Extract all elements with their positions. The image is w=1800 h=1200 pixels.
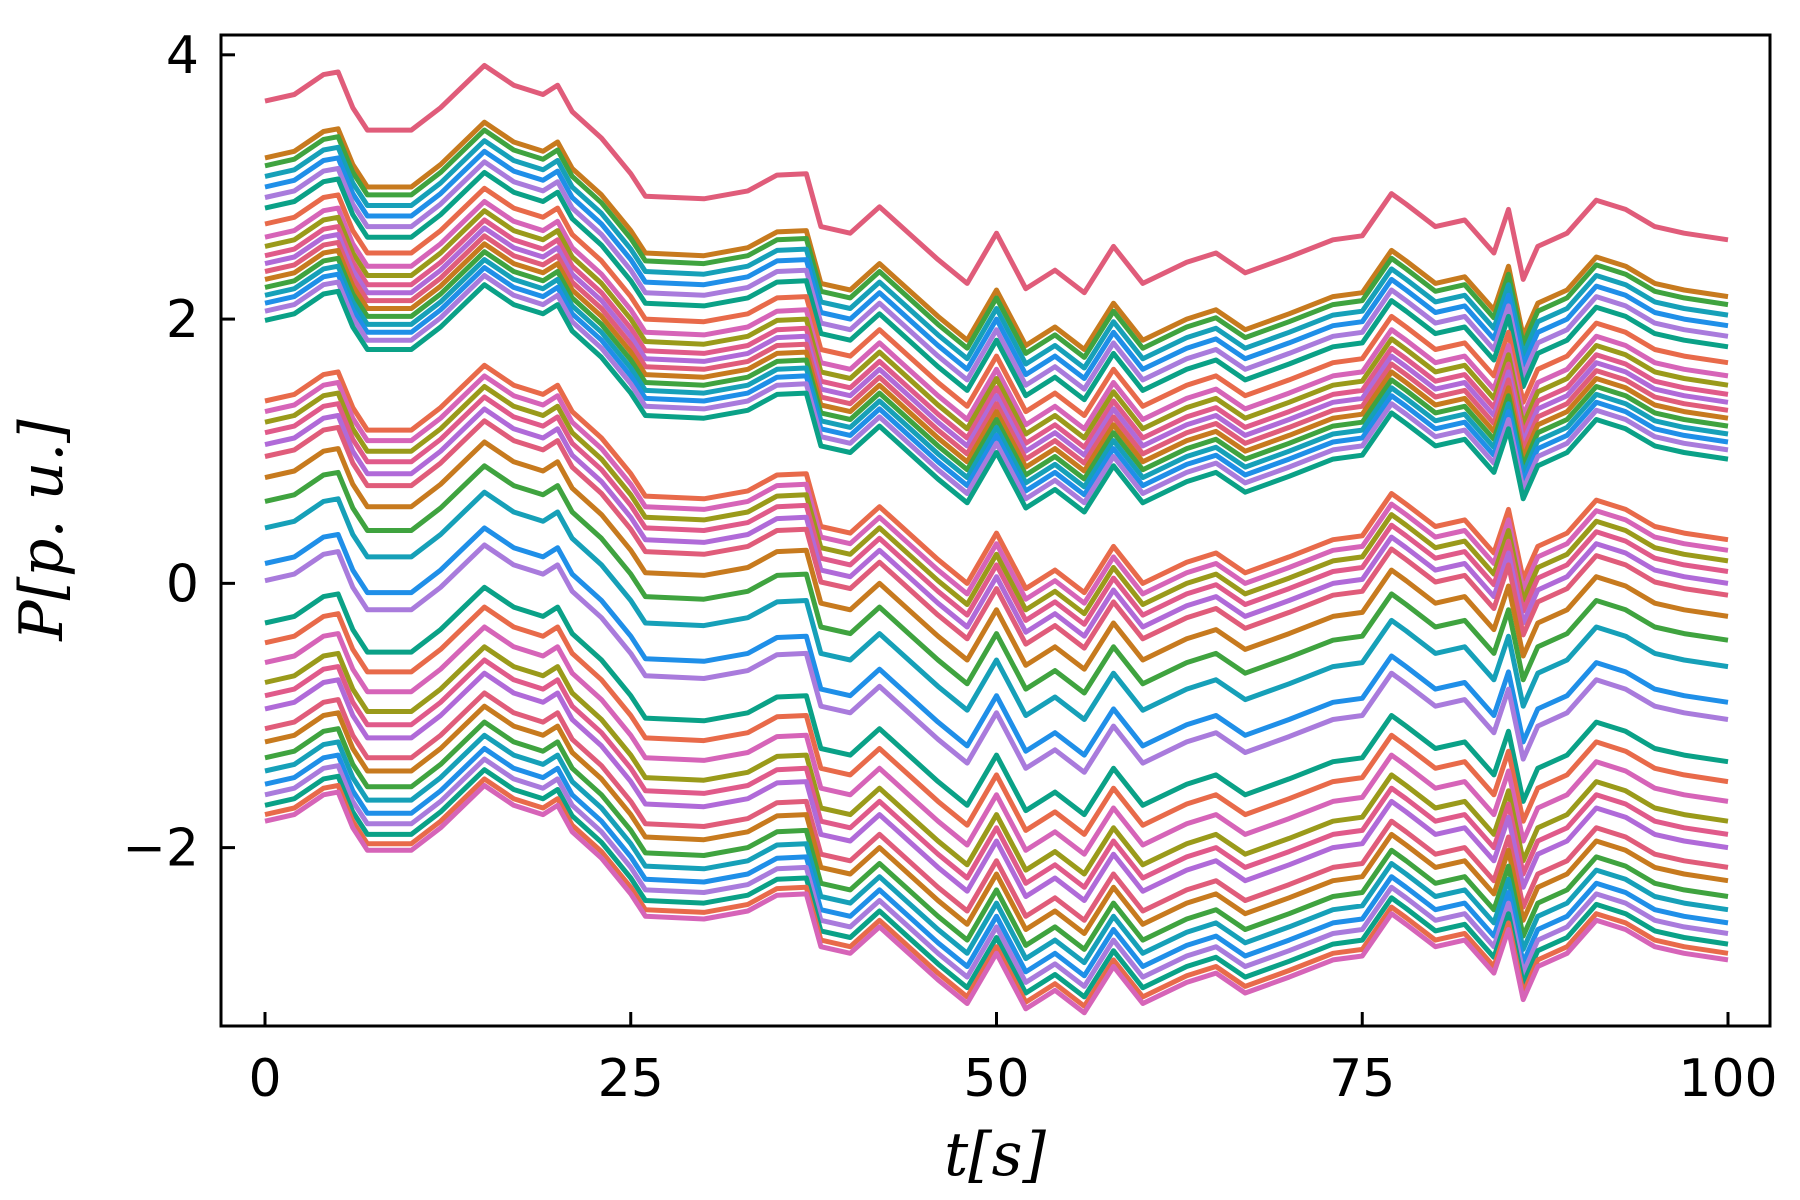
- series-line: [264, 542, 1729, 775]
- series-line: [264, 169, 1729, 403]
- x-tick-label: 0: [248, 1049, 281, 1109]
- x-tick-label: 25: [598, 1049, 664, 1109]
- series-line: [264, 670, 1729, 903]
- series-line: [264, 373, 1729, 606]
- series-line: [264, 265, 1729, 498]
- series-line: [264, 217, 1729, 450]
- series-line: [264, 199, 1729, 432]
- series-line: [264, 604, 1729, 837]
- y-tick-label: −2: [122, 819, 199, 879]
- y-tick-label: 4: [166, 26, 199, 86]
- series-line: [264, 703, 1729, 936]
- series-line: [264, 225, 1729, 458]
- series-line: [264, 185, 1729, 418]
- series-line: [264, 249, 1729, 482]
- series-line: [264, 138, 1729, 371]
- y-tick-label: 0: [166, 554, 199, 614]
- series-line: [264, 208, 1729, 441]
- series-line: [264, 439, 1729, 672]
- series-line: [264, 282, 1729, 515]
- x-axis-label: t[s]: [944, 1120, 1046, 1190]
- series-line: [264, 384, 1729, 617]
- series-line: [264, 127, 1729, 360]
- series-line: [264, 756, 1729, 989]
- series-line: [264, 362, 1729, 596]
- series-line: [264, 719, 1729, 952]
- series-line: [264, 732, 1729, 966]
- series-line: [264, 746, 1729, 979]
- x-tick-label: 50: [963, 1049, 1029, 1109]
- series-line: [264, 159, 1729, 392]
- series-line: [264, 62, 1729, 296]
- series-line: [264, 273, 1729, 506]
- series-line: [264, 119, 1729, 352]
- series-line: [264, 233, 1729, 466]
- series-line: [264, 624, 1729, 857]
- series-line: [264, 148, 1729, 381]
- series-line: [264, 644, 1729, 877]
- series-line: [264, 257, 1729, 490]
- series-line: [264, 418, 1729, 651]
- series-line: [264, 394, 1729, 627]
- y-axis-ticks: −2 0 2 4: [122, 26, 235, 879]
- series-line: [264, 241, 1729, 474]
- series-line: [264, 767, 1729, 1000]
- series-line: [264, 657, 1729, 890]
- series-line: [264, 489, 1729, 722]
- series-line: [264, 463, 1729, 696]
- series-lines: [264, 62, 1729, 1016]
- x-tick-label: 100: [1678, 1049, 1777, 1109]
- x-tick-label: 75: [1329, 1049, 1395, 1109]
- series-line: [264, 406, 1729, 639]
- series-line: [264, 690, 1729, 923]
- y-tick-label: 2: [166, 290, 199, 350]
- series-line: [264, 525, 1729, 758]
- x-axis-ticks: 0 25 50 75 100: [248, 1012, 1778, 1109]
- series-line: [264, 584, 1729, 818]
- series-line: [264, 783, 1729, 1016]
- y-axis-label: P[p. u.]: [7, 419, 77, 642]
